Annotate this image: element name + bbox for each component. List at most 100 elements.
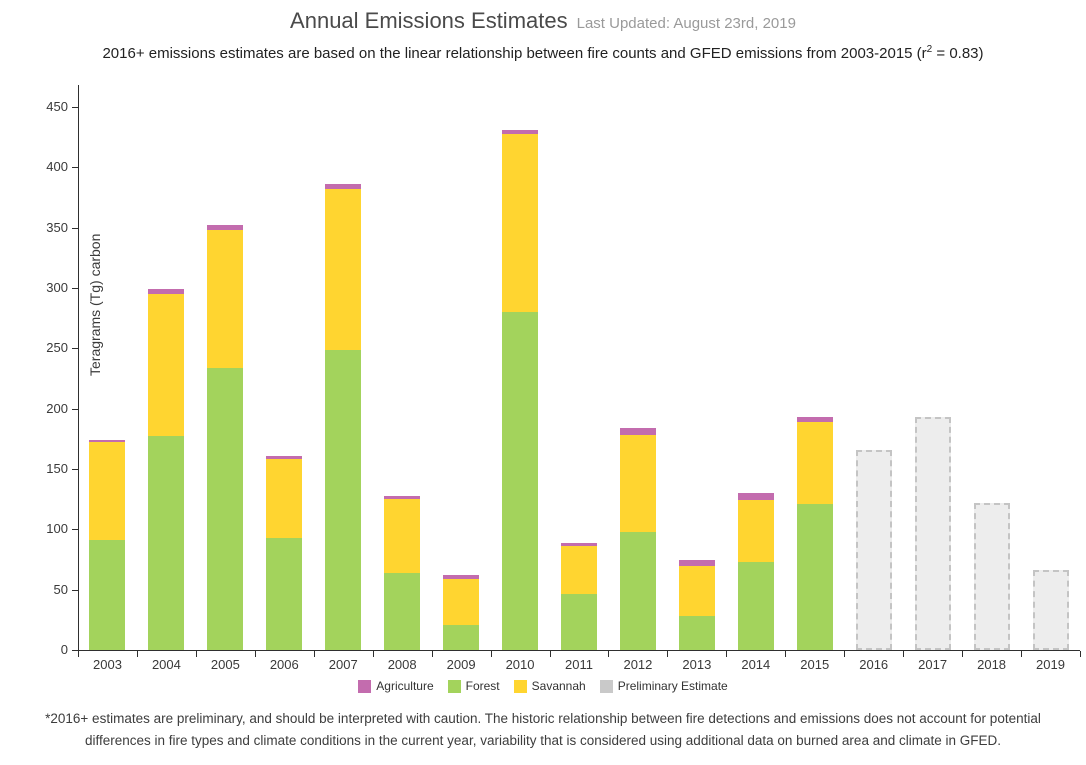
bar-2005-segment-savannah[interactable]: [207, 230, 244, 368]
x-tick-label-2018: 2018: [977, 657, 1007, 672]
y-axis-title: Teragrams (Tg) carbon: [87, 233, 104, 376]
bar-2013-segment-savannah[interactable]: [678, 565, 715, 617]
bar-2013-segment-agriculture[interactable]: [678, 559, 715, 566]
y-tick-mark: [72, 589, 78, 591]
x-tick-label-2010: 2010: [505, 657, 535, 672]
y-tick-label: 300: [46, 280, 68, 295]
bar-2004-segment-forest[interactable]: [148, 436, 185, 650]
bar-2015-segment-agriculture[interactable]: [796, 417, 833, 422]
legend-label: Agriculture: [376, 679, 434, 693]
subtitle-text-end: = 0.83): [932, 45, 984, 62]
x-tick-mark: [608, 651, 610, 657]
legend-swatch: [358, 679, 372, 693]
bar-2010-segment-savannah[interactable]: [502, 133, 539, 313]
bar-2008-segment-agriculture[interactable]: [384, 495, 421, 500]
bar-2003-segment-agriculture[interactable]: [89, 440, 126, 443]
x-tick-mark: [254, 651, 256, 657]
x-tick-mark: [549, 651, 551, 657]
bar-2004-segment-agriculture[interactable]: [148, 289, 185, 295]
bar-2009-segment-forest[interactable]: [443, 624, 480, 650]
x-tick-mark: [372, 651, 374, 657]
bar-2013-segment-forest[interactable]: [678, 616, 715, 650]
bar-2012-segment-savannah[interactable]: [619, 435, 656, 532]
bar-2006-segment-agriculture[interactable]: [266, 455, 303, 460]
bar-2011-segment-savannah[interactable]: [561, 546, 597, 595]
subtitle-text: 2016+ emissions estimates are based on t…: [102, 45, 927, 62]
bar-2005-segment-forest[interactable]: [207, 367, 244, 650]
x-tick-mark: [136, 651, 138, 657]
bar-2005-segment-agriculture[interactable]: [207, 225, 244, 231]
legend-item-preliminary-estimate[interactable]: Preliminary Estimate: [599, 679, 728, 693]
bar-2008-segment-forest[interactable]: [384, 572, 421, 650]
legend-label: Savannah: [531, 679, 586, 693]
bar-2006-segment-forest[interactable]: [266, 537, 303, 650]
bar-2012-segment-agriculture[interactable]: [619, 427, 656, 436]
y-tick-label: 250: [46, 340, 68, 356]
bar-2014-segment-savannah[interactable]: [737, 500, 774, 562]
x-tick-mark: [1021, 651, 1023, 657]
bar-2016-preliminary[interactable]: [855, 449, 892, 650]
bar-2012-segment-forest[interactable]: [619, 531, 656, 650]
legend-swatch: [599, 679, 613, 693]
bar-2019-preliminary[interactable]: [1032, 570, 1069, 650]
y-tick-mark: [72, 227, 78, 229]
bar-2007-segment-forest[interactable]: [325, 349, 362, 650]
x-tick-label-2003: 2003: [93, 657, 122, 672]
bar-2003-segment-savannah[interactable]: [89, 442, 126, 541]
y-tick-mark: [72, 529, 78, 531]
y-tick-mark: [72, 288, 78, 289]
x-tick-label-2019: 2019: [1036, 657, 1065, 672]
x-tick-mark: [490, 651, 492, 657]
bar-2018-preliminary[interactable]: [973, 502, 1010, 650]
x-tick-label-2017: 2017: [918, 657, 948, 672]
bar-2011-segment-agriculture[interactable]: [561, 542, 597, 547]
bar-2009-segment-savannah[interactable]: [443, 578, 480, 625]
footnote-text: *2016+ estimates are preliminary, and sh…: [45, 711, 1041, 749]
bar-2010-segment-forest[interactable]: [502, 312, 539, 650]
bar-2004-segment-savannah[interactable]: [148, 294, 185, 437]
bar-2008-segment-savannah[interactable]: [384, 499, 421, 573]
x-tick-mark: [78, 651, 79, 657]
bar-2010-segment-agriculture[interactable]: [502, 129, 539, 134]
bar-2015-segment-savannah[interactable]: [796, 421, 833, 504]
x-tick-mark: [844, 651, 846, 657]
bar-2014-segment-forest[interactable]: [737, 561, 774, 650]
bar-2007-segment-savannah[interactable]: [325, 189, 362, 350]
y-tick-label: 50: [53, 581, 68, 597]
x-tick-mark: [903, 651, 905, 657]
x-tick-mark: [1080, 651, 1081, 657]
bar-2015-segment-forest[interactable]: [796, 503, 833, 650]
chart-subtitle: 2016+ emissions estimates are based on t…: [0, 44, 1086, 62]
bar-2017-preliminary[interactable]: [914, 417, 951, 650]
x-tick-label-2015: 2015: [800, 657, 830, 672]
y-tick-label: 450: [46, 99, 68, 114]
legend-item-agriculture[interactable]: Agriculture: [358, 679, 434, 693]
x-tick-label-2012: 2012: [623, 657, 653, 672]
x-tick-label-2007: 2007: [328, 657, 358, 672]
legend-swatch: [513, 679, 527, 693]
x-tick-mark: [431, 651, 433, 657]
bar-2003-segment-forest[interactable]: [89, 540, 126, 650]
x-tick-label-2014: 2014: [741, 657, 771, 672]
x-tick-label-2005: 2005: [210, 657, 240, 672]
bar-2014-segment-agriculture[interactable]: [737, 493, 774, 501]
y-tick-mark: [72, 107, 78, 108]
bar-2009-segment-agriculture[interactable]: [443, 575, 480, 579]
x-tick-label-2006: 2006: [269, 657, 299, 672]
bar-2011-segment-forest[interactable]: [561, 594, 597, 650]
legend: Agriculture Forest Savannah Preliminary Est…: [0, 679, 1086, 693]
bar-2007-segment-agriculture[interactable]: [325, 184, 362, 190]
legend-item-savannah[interactable]: Savannah: [513, 679, 586, 693]
legend-swatch: [447, 679, 461, 693]
y-axis: [78, 85, 79, 650]
x-tick-mark: [726, 651, 728, 657]
y-tick-label: 100: [46, 521, 68, 537]
y-tick-label: 350: [46, 219, 68, 235]
y-tick-mark: [72, 650, 78, 651]
x-tick-label-2013: 2013: [682, 657, 712, 672]
bar-2006-segment-savannah[interactable]: [266, 459, 303, 538]
subtitle-superscript: 2: [926, 44, 933, 55]
legend-item-forest[interactable]: Forest: [447, 679, 500, 693]
page-title-row: Annual Emissions Estimates Last Updated:…: [0, 8, 1086, 34]
